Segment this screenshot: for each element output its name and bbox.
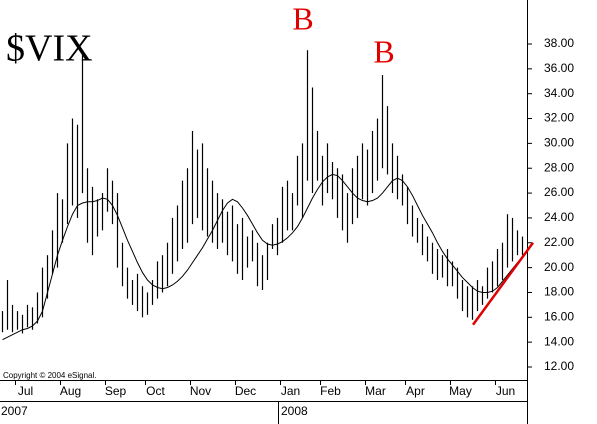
x-tick-label: Oct: [146, 384, 165, 398]
y-tick-label: 20.00: [544, 260, 574, 274]
y-tick-label: 12.00: [544, 359, 574, 373]
y-tick-label: 38.00: [544, 36, 574, 50]
annotation: B: [373, 33, 394, 69]
x-tick-label: Dec: [235, 384, 256, 398]
x-tick-label: Aug: [60, 384, 81, 398]
y-tick-label: 18.00: [544, 285, 574, 299]
year-label: 2008: [281, 404, 308, 418]
x-tick-label: Nov: [190, 384, 211, 398]
y-tick-label: 30.00: [544, 136, 574, 150]
y-tick-label: 34.00: [544, 86, 574, 100]
x-tick-label: Feb: [320, 384, 341, 398]
x-tick-label: Sep: [105, 384, 127, 398]
y-tick-label: 22.00: [544, 235, 574, 249]
y-tick-label: 14.00: [544, 334, 574, 348]
trendline: [471, 242, 535, 326]
x-tick-label: Mar: [365, 384, 386, 398]
x-tick-label: Jan: [281, 384, 300, 398]
annotation: B: [292, 0, 313, 36]
x-tick-label: Jul: [18, 384, 33, 398]
y-tick-label: 16.00: [544, 309, 574, 323]
y-tick-label: 24.00: [544, 210, 574, 224]
y-tick-label: 36.00: [544, 61, 574, 75]
moving-average: [2, 173, 523, 341]
year-label: 2007: [1, 404, 28, 418]
y-tick-label: 28.00: [544, 160, 574, 174]
x-tick-label: Jun: [496, 384, 515, 398]
x-tick-label: Apr: [406, 384, 425, 398]
x-tick-label: May: [449, 384, 472, 398]
y-tick-label: 32.00: [544, 111, 574, 125]
copyright: Copyright © 2004 eSignal.: [3, 371, 97, 380]
chart-title: $VIX: [6, 28, 93, 70]
y-tick-label: 26.00: [544, 185, 574, 199]
